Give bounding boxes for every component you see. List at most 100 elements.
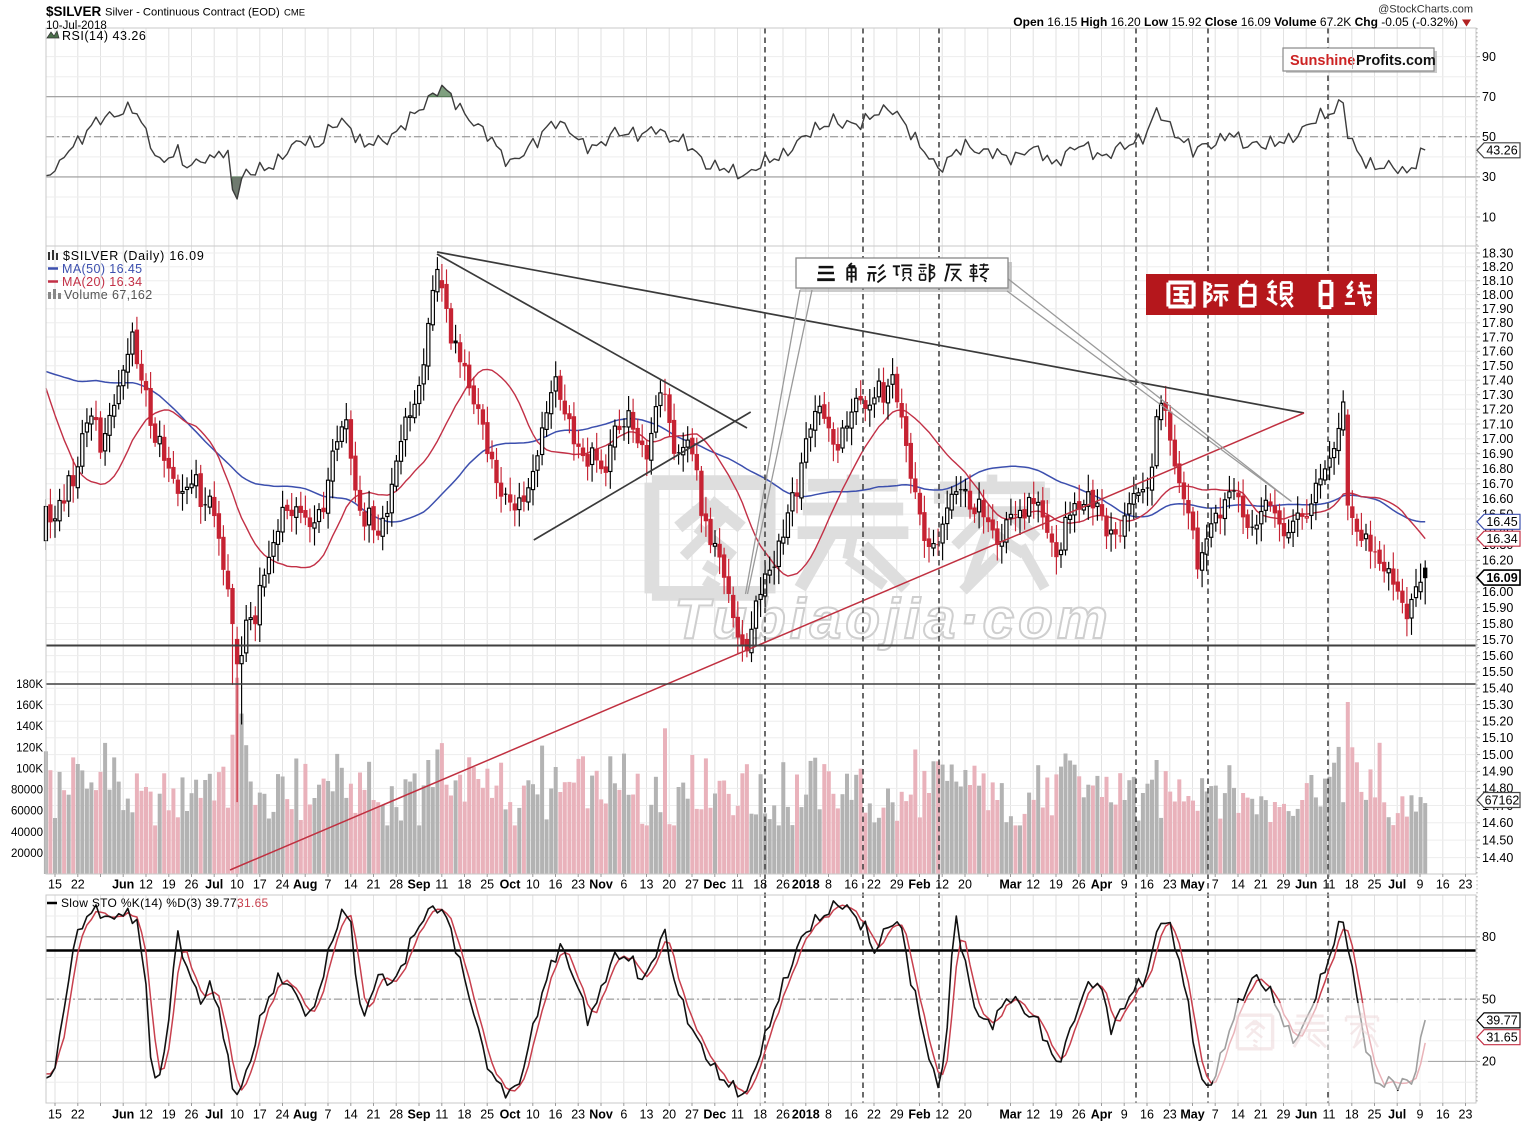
svg-text:70: 70: [1482, 90, 1496, 104]
svg-text:22: 22: [71, 1108, 85, 1122]
svg-text:18: 18: [458, 1108, 472, 1122]
svg-text:25: 25: [1368, 878, 1382, 892]
svg-text:16.60: 16.60: [1482, 492, 1513, 506]
svg-text:2018: 2018: [792, 878, 820, 892]
svg-text:16: 16: [844, 878, 858, 892]
svg-text:15: 15: [48, 878, 62, 892]
svg-text:12: 12: [935, 878, 949, 892]
svg-text:10: 10: [526, 878, 540, 892]
svg-text:18: 18: [1345, 878, 1359, 892]
svg-text:17.90: 17.90: [1482, 302, 1513, 316]
svg-text:18: 18: [753, 878, 767, 892]
svg-text:23: 23: [1163, 1108, 1177, 1122]
svg-text:Jul: Jul: [1388, 1108, 1406, 1122]
svg-text:15.60: 15.60: [1482, 649, 1513, 663]
svg-text:26: 26: [776, 1108, 790, 1122]
svg-text:Jul: Jul: [205, 878, 223, 892]
svg-text:18.20: 18.20: [1482, 260, 1513, 274]
svg-text:20000: 20000: [11, 848, 43, 860]
svg-text:2018: 2018: [792, 1108, 820, 1122]
svg-text:11: 11: [731, 1108, 744, 1122]
svg-text:Aug: Aug: [293, 878, 317, 892]
svg-text:20: 20: [958, 1108, 972, 1122]
svg-text:Jul: Jul: [205, 1108, 223, 1122]
svg-text:Apr: Apr: [1091, 1108, 1113, 1122]
svg-text:43.26: 43.26: [1486, 144, 1517, 158]
svg-text:MA(50) 16.45: MA(50) 16.45: [62, 262, 143, 276]
svg-text:11: 11: [731, 878, 744, 892]
svg-text:9: 9: [1417, 878, 1424, 892]
svg-text:18: 18: [1345, 1108, 1359, 1122]
svg-text:Jul: Jul: [1388, 878, 1406, 892]
svg-text:26: 26: [185, 1108, 199, 1122]
svg-text:15.20: 15.20: [1482, 715, 1513, 729]
svg-text:15: 15: [48, 1108, 62, 1122]
svg-text:Sep: Sep: [408, 878, 431, 892]
svg-text:100K: 100K: [16, 764, 43, 776]
svg-text:6: 6: [620, 1108, 627, 1122]
svg-text:19: 19: [162, 1108, 176, 1122]
svg-text:14: 14: [1231, 1108, 1245, 1122]
svg-text:80000: 80000: [11, 785, 43, 797]
svg-text:21: 21: [367, 1108, 381, 1122]
svg-text:120K: 120K: [16, 742, 43, 754]
svg-text:Jun: Jun: [1295, 1108, 1317, 1122]
svg-text:29: 29: [890, 878, 904, 892]
svg-text:10: 10: [526, 1108, 540, 1122]
svg-text:15.10: 15.10: [1482, 731, 1513, 745]
svg-text:16: 16: [844, 1108, 858, 1122]
svg-text:31.65: 31.65: [237, 896, 269, 910]
svg-text:19: 19: [1049, 878, 1063, 892]
svg-text:20: 20: [662, 1108, 676, 1122]
svg-text:8: 8: [825, 1108, 832, 1122]
svg-text:15.70: 15.70: [1482, 633, 1513, 647]
svg-text:14: 14: [1231, 878, 1245, 892]
svg-text:67162: 67162: [1485, 793, 1520, 807]
svg-text:25: 25: [480, 1108, 494, 1122]
svg-text:Nov: Nov: [589, 1108, 613, 1122]
svg-text:Feb: Feb: [908, 878, 931, 892]
svg-text:7: 7: [1212, 878, 1219, 892]
svg-text:60000: 60000: [11, 806, 43, 818]
svg-text:23: 23: [1459, 1108, 1473, 1122]
svg-text:20: 20: [1482, 1055, 1496, 1069]
svg-text:50: 50: [1482, 992, 1496, 1006]
svg-text:17.10: 17.10: [1482, 417, 1513, 431]
svg-text:22: 22: [867, 878, 881, 892]
svg-text:29: 29: [890, 1108, 904, 1122]
svg-text:14.50: 14.50: [1482, 833, 1513, 847]
svg-text:16.20: 16.20: [1482, 554, 1513, 568]
svg-text:11: 11: [1323, 1108, 1336, 1122]
svg-text:16: 16: [1436, 1108, 1450, 1122]
svg-text:39.77: 39.77: [1486, 1014, 1517, 1028]
svg-text:Apr: Apr: [1091, 878, 1113, 892]
svg-text:160K: 160K: [16, 700, 43, 712]
svg-text:7: 7: [1212, 1108, 1219, 1122]
svg-text:18: 18: [458, 878, 472, 892]
svg-text:Oct: Oct: [500, 1108, 522, 1122]
svg-text:15.90: 15.90: [1482, 601, 1513, 615]
svg-text:Sep: Sep: [408, 1108, 431, 1122]
svg-text:12: 12: [1026, 1108, 1040, 1122]
svg-text:27: 27: [685, 878, 699, 892]
svg-text:11: 11: [435, 878, 448, 892]
svg-text:16: 16: [1140, 1108, 1154, 1122]
svg-text:RSI(14) 43.26: RSI(14) 43.26: [62, 29, 146, 43]
svg-text:17.20: 17.20: [1482, 403, 1513, 417]
svg-text:May: May: [1180, 878, 1204, 892]
svg-text:17: 17: [253, 878, 267, 892]
svg-text:50: 50: [1482, 130, 1496, 144]
svg-text:10-Jul-2018: 10-Jul-2018: [46, 20, 107, 32]
svg-text:17.60: 17.60: [1482, 345, 1513, 359]
svg-text:Volume 67,162: Volume 67,162: [64, 288, 153, 302]
svg-text:17: 17: [253, 1108, 267, 1122]
svg-text:17.00: 17.00: [1482, 432, 1513, 446]
svg-text:80: 80: [1482, 930, 1496, 944]
svg-text:15.50: 15.50: [1482, 665, 1513, 679]
svg-text:16: 16: [1140, 878, 1154, 892]
svg-text:16.00: 16.00: [1482, 585, 1513, 599]
svg-text:28: 28: [389, 878, 403, 892]
svg-text:16.90: 16.90: [1482, 447, 1513, 461]
svg-text:22: 22: [867, 1108, 881, 1122]
svg-text:22: 22: [71, 878, 85, 892]
